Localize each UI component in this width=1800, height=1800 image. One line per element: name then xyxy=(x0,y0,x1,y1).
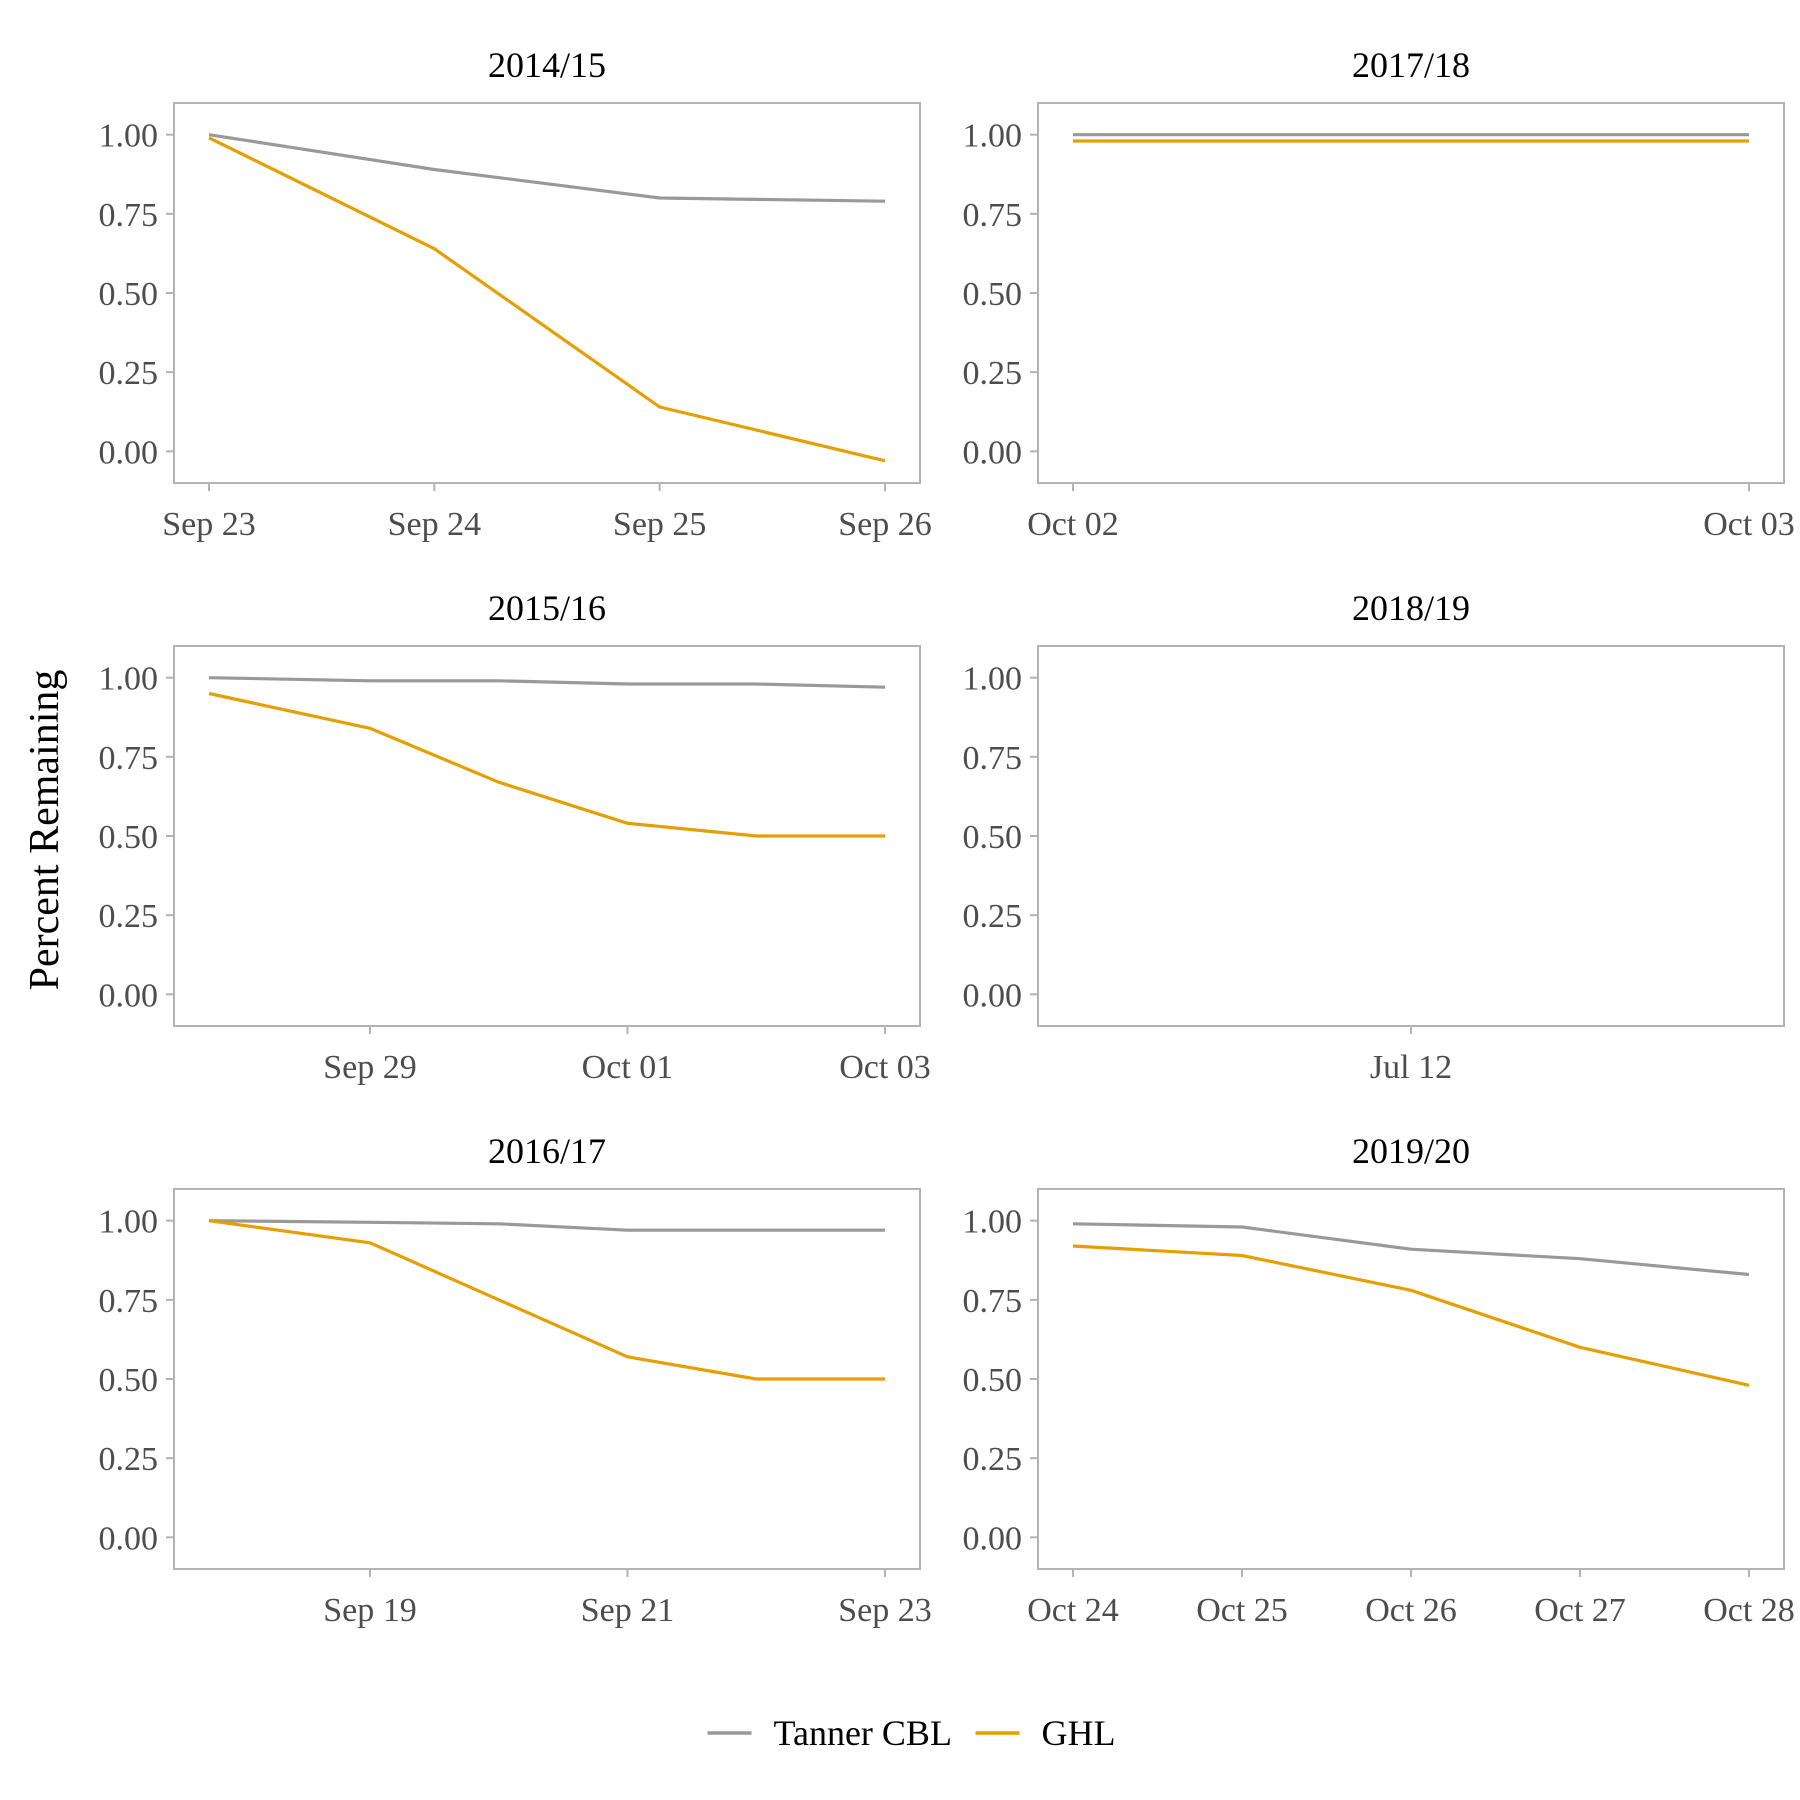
x-tick-label: Oct 01 xyxy=(582,1049,674,1086)
series-line-ghl xyxy=(208,1219,885,1381)
y-tick-label: 0.25 xyxy=(963,898,1023,935)
y-tick-label: 0.50 xyxy=(963,276,1023,313)
panel-title: 2014/15 xyxy=(488,45,606,85)
y-tick-label: 0.50 xyxy=(99,1362,159,1399)
plot-frame xyxy=(1037,645,1785,1027)
legend-label: GHL xyxy=(1042,1713,1116,1753)
x-tick-label: Oct 24 xyxy=(1027,1592,1119,1629)
x-tick-label: Sep 25 xyxy=(613,506,707,543)
x-tick-label: Oct 03 xyxy=(1703,506,1795,543)
series-line-tanner-cbl xyxy=(1072,1222,1750,1277)
y-tick-label: 1.00 xyxy=(963,118,1023,155)
x-tick-label: Oct 27 xyxy=(1534,1592,1626,1629)
plot-frame xyxy=(1037,1188,1785,1570)
y-tick-label: 0.00 xyxy=(963,977,1023,1014)
y-tick-label: 0.75 xyxy=(963,197,1023,234)
series-line-ghl xyxy=(208,691,885,838)
y-tick-label: 0.75 xyxy=(99,197,159,234)
x-tick-label: Sep 24 xyxy=(388,506,482,543)
y-tick-label: 0.00 xyxy=(963,434,1023,471)
y-tick-label: 0.00 xyxy=(963,1520,1023,1557)
x-tick-label: Sep 23 xyxy=(162,506,256,543)
x-tick-label: Oct 03 xyxy=(839,1049,931,1086)
y-tick-label: 0.25 xyxy=(963,355,1023,392)
x-tick-label: Sep 21 xyxy=(581,1592,675,1629)
legend: Tanner CBL GHL xyxy=(707,1713,1116,1753)
x-tick-label: Sep 23 xyxy=(838,1592,932,1629)
y-tick-label: 0.00 xyxy=(99,1520,159,1557)
y-tick-label: 0.25 xyxy=(99,1441,159,1478)
y-tick-label: 1.00 xyxy=(963,1204,1023,1241)
panel-2014-15: 2014/15 0.00 0.25 0.50 0.75 1.00 Sep 23 Sep 24 S… xyxy=(99,45,932,543)
series-line-tanner-cbl xyxy=(208,1219,885,1232)
x-tick-label: Oct 28 xyxy=(1703,1592,1795,1629)
panel-title: 2019/20 xyxy=(1352,1131,1470,1171)
panel-title: 2016/17 xyxy=(488,1131,606,1171)
panels: 2014/15 0.00 0.25 0.50 0.75 1.00 Sep 23 Sep 24 S… xyxy=(99,45,1795,1629)
series-line-ghl xyxy=(208,136,886,463)
y-axis-label: Percent Remaining xyxy=(22,670,68,991)
y-tick-label: 1.00 xyxy=(99,118,159,155)
y-tick-label: 0.25 xyxy=(99,898,159,935)
panel-2016-17: 2016/17 0.00 0.25 0.50 0.75 1.00 Sep 19 Sep 21 S… xyxy=(99,1131,932,1629)
x-tick-label: Jul 12 xyxy=(1370,1049,1452,1086)
x-tick-label: Sep 29 xyxy=(323,1049,417,1086)
plot-frame xyxy=(173,102,921,484)
y-tick-label: 0.50 xyxy=(963,1362,1023,1399)
y-tick-label: 0.50 xyxy=(99,276,159,313)
y-tick-label: 0.00 xyxy=(99,977,159,1014)
panel-2017-18: 2017/18 0.00 0.25 0.50 0.75 1.00 Oct 02 Oct 03 xyxy=(963,45,1795,543)
y-tick-label: 1.00 xyxy=(99,661,159,698)
panel-title: 2017/18 xyxy=(1352,45,1470,85)
panel-title: 2018/19 xyxy=(1352,588,1470,628)
x-tick-label: Sep 19 xyxy=(323,1592,417,1629)
series-line-tanner-cbl xyxy=(208,676,886,689)
series-line-tanner-cbl xyxy=(208,133,886,203)
series-line-ghl xyxy=(1072,1244,1750,1387)
x-tick-label: Oct 25 xyxy=(1196,1592,1288,1629)
x-tick-label: Oct 26 xyxy=(1365,1592,1457,1629)
y-tick-label: 0.75 xyxy=(963,1283,1023,1320)
y-tick-label: 0.25 xyxy=(963,1441,1023,1478)
y-tick-label: 0.75 xyxy=(99,1283,159,1320)
panel-title: 2015/16 xyxy=(488,588,606,628)
y-tick-label: 1.00 xyxy=(963,661,1023,698)
y-tick-label: 0.50 xyxy=(99,819,159,856)
y-tick-label: 0.75 xyxy=(963,740,1023,777)
y-tick-label: 0.25 xyxy=(99,355,159,392)
legend-label: Tanner CBL xyxy=(774,1713,952,1753)
y-tick-label: 0.50 xyxy=(963,819,1023,856)
y-tick-label: 0.75 xyxy=(99,740,159,777)
x-tick-label: Oct 02 xyxy=(1027,506,1119,543)
panel-2018-19: 2018/19 0.00 0.25 0.50 0.75 1.00 Jul 12 xyxy=(963,588,1785,1086)
legend-entry-ghl: GHL xyxy=(975,1713,1116,1753)
y-tick-label: 1.00 xyxy=(99,1204,159,1241)
panel-2019-20: 2019/20 0.00 0.25 0.50 0.75 1.00 Oct 24 Oct 25 O… xyxy=(963,1131,1795,1629)
panel-2015-16: 2015/16 0.00 0.25 0.50 0.75 1.00 Sep 29 Oct 01 O… xyxy=(99,588,931,1086)
x-tick-label: Sep 26 xyxy=(838,506,932,543)
plot-frame xyxy=(1037,102,1785,484)
legend-entry-tanner-cbl: Tanner CBL xyxy=(707,1713,952,1753)
y-tick-label: 0.00 xyxy=(99,434,159,471)
